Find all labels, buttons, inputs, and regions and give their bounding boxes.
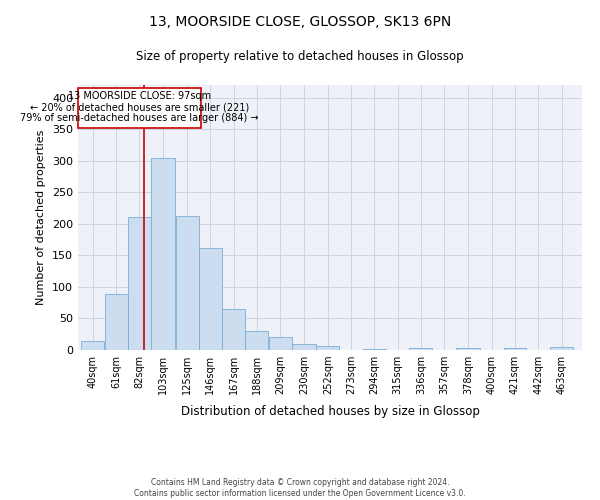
- Bar: [269, 338, 292, 350]
- Text: Contains HM Land Registry data © Crown copyright and database right 2024.
Contai: Contains HM Land Registry data © Crown c…: [134, 478, 466, 498]
- Bar: [222, 309, 245, 350]
- Bar: [105, 294, 128, 350]
- Y-axis label: Number of detached properties: Number of detached properties: [37, 130, 46, 305]
- Bar: [316, 346, 339, 350]
- Text: ← 20% of detached houses are smaller (221): ← 20% of detached houses are smaller (22…: [30, 102, 249, 112]
- Bar: [151, 158, 175, 350]
- Bar: [503, 348, 526, 350]
- Bar: [409, 348, 432, 350]
- Bar: [363, 348, 386, 350]
- Text: 13, MOORSIDE CLOSE, GLOSSOP, SK13 6PN: 13, MOORSIDE CLOSE, GLOSSOP, SK13 6PN: [149, 15, 451, 29]
- Bar: [550, 348, 573, 350]
- Bar: [456, 348, 480, 350]
- Text: 79% of semi-detached houses are larger (884) →: 79% of semi-detached houses are larger (…: [20, 113, 259, 123]
- Bar: [128, 217, 151, 350]
- Text: Size of property relative to detached houses in Glossop: Size of property relative to detached ho…: [136, 50, 464, 63]
- Text: 13 MOORSIDE CLOSE: 97sqm: 13 MOORSIDE CLOSE: 97sqm: [68, 91, 211, 101]
- Bar: [176, 216, 199, 350]
- X-axis label: Distribution of detached houses by size in Glossop: Distribution of detached houses by size …: [181, 406, 479, 418]
- FancyBboxPatch shape: [78, 88, 201, 128]
- Bar: [199, 248, 222, 350]
- Bar: [82, 341, 104, 350]
- Bar: [292, 344, 316, 350]
- Bar: [245, 331, 268, 350]
